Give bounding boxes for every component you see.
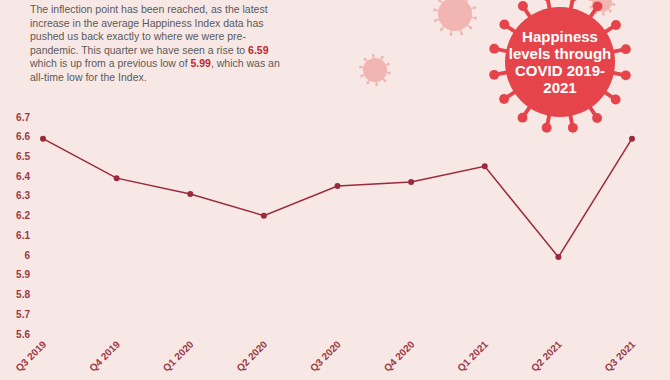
annotation-text: The inflection point has been reached, a…: [30, 3, 268, 15]
y-tick-label: 6.4: [16, 171, 30, 182]
virus-knob: [449, 33, 452, 36]
annotation-line: increase in the average Happiness Index …: [30, 17, 264, 29]
virus-knob: [440, 28, 443, 31]
y-tick-label: 6.6: [16, 131, 30, 142]
virus-small: [359, 54, 391, 86]
annotation-line: pandemic. This quarter we have seen a ri…: [30, 44, 269, 56]
virus-knob: [568, 123, 578, 133]
virus-knob: [568, 0, 578, 1]
virus-knob: [542, 123, 552, 133]
data-point: [482, 163, 488, 169]
y-tick-label: 6.7: [16, 112, 30, 123]
plot-area: [40, 136, 635, 260]
virus-knob: [364, 58, 367, 61]
y-tick-label: 5.6: [16, 329, 30, 340]
y-tick-label: 6.2: [16, 210, 30, 221]
virus-knob: [518, 113, 528, 123]
virus-knob: [388, 71, 391, 74]
virus-knob: [372, 54, 375, 57]
virus-knob: [375, 83, 378, 86]
y-tick-label: 5.9: [16, 269, 30, 280]
y-tick-label: 6: [24, 250, 30, 261]
annotation-line: all-time low for the Index.: [30, 71, 147, 83]
annotation-text: pandemic. This quarter we have seen a ri…: [30, 44, 248, 56]
virus-knob: [592, 113, 602, 123]
annotation-line: The inflection point has been reached, a…: [30, 3, 268, 15]
virus-knob: [474, 17, 477, 20]
virus-knob: [518, 1, 528, 11]
y-axis: 5.6 5.7 5.8 5.9 6 6.1 6.2 6.3 6.4 6.5 6.6 6.7: [16, 112, 30, 340]
x-tick-label: Q4 2020: [382, 338, 417, 373]
annotation-text: increase in the average Happiness Index …: [30, 17, 264, 29]
y-tick-label: 6.1: [16, 230, 30, 241]
data-point: [261, 213, 267, 219]
data-point: [40, 136, 46, 142]
data-point: [187, 191, 193, 197]
virus-knob: [621, 44, 631, 54]
x-tick-label: Q4 2019: [87, 338, 122, 373]
virus-knob: [611, 20, 621, 30]
virus-knob: [460, 32, 463, 35]
data-line: [43, 139, 632, 257]
virus-small: [433, 0, 477, 36]
virus-knob: [383, 79, 386, 82]
annotation-text: pushed us back exactly to where we were …: [30, 30, 246, 42]
data-point: [335, 183, 341, 189]
virus-knob: [489, 70, 499, 80]
data-point: [629, 136, 635, 142]
x-tick-label: Q3 2021: [603, 338, 638, 373]
virus-knob: [434, 19, 437, 22]
annotation-text: all-time low for the Index.: [30, 71, 147, 83]
virus-knob: [381, 56, 384, 59]
x-axis: Q3 2019 Q4 2019 Q1 2020 Q2 2020 Q3 2020 Q4 20…: [14, 338, 638, 373]
annotation-line: which is up from a previous low of 5.99,…: [29, 57, 280, 69]
virus-knob: [499, 20, 509, 30]
virus-knob: [611, 95, 621, 105]
virus-knob: [542, 0, 552, 1]
virus-knob: [366, 81, 369, 84]
annotation-highlight: 6.59: [248, 44, 269, 56]
annotation-text: , which was an: [211, 57, 280, 69]
virus-knob: [612, 3, 615, 6]
virus-title: [489, 0, 631, 133]
virus-knob: [593, 1, 603, 11]
virus-knob: [387, 62, 390, 65]
virus-knob: [589, 0, 592, 1]
virus-knob: [469, 26, 472, 29]
virus-knob: [438, 0, 441, 2]
virus-knob: [499, 94, 509, 104]
virus-body: [592, 0, 612, 12]
annotation-highlight: 5.99: [190, 57, 211, 69]
y-tick-label: 6.3: [16, 190, 30, 201]
y-tick-label: 5.8: [16, 289, 30, 300]
x-tick-label: Q1 2020: [161, 338, 196, 373]
virus-knob: [433, 8, 436, 11]
virus-body: [438, 0, 472, 31]
virus-body: [363, 58, 387, 82]
x-tick-label: Q3 2019: [14, 338, 49, 373]
x-tick-label: Q1 2021: [455, 338, 490, 373]
virus-knob: [609, 9, 612, 12]
annotation-text: which is up from a previous low of: [29, 57, 190, 69]
virus-knob: [359, 66, 362, 69]
x-tick-label: Q2 2021: [529, 338, 564, 373]
virus-knob: [621, 70, 631, 80]
x-tick-label: Q2 2020: [234, 338, 269, 373]
annotation-line: pushed us back exactly to where we were …: [30, 30, 246, 42]
x-tick-label: Q3 2020: [308, 338, 343, 373]
virus-knob: [360, 75, 363, 78]
title: Happiness levels through COVID 2019-2021: [503, 28, 617, 96]
virus-knob: [589, 6, 592, 9]
virus-knob: [489, 44, 499, 54]
data-point: [555, 254, 561, 260]
y-tick-label: 6.5: [16, 151, 30, 162]
y-tick-label: 5.7: [16, 309, 30, 320]
virus-knob: [473, 6, 476, 9]
data-point: [408, 179, 414, 185]
data-point: [114, 175, 120, 181]
virus-knob: [602, 13, 605, 16]
